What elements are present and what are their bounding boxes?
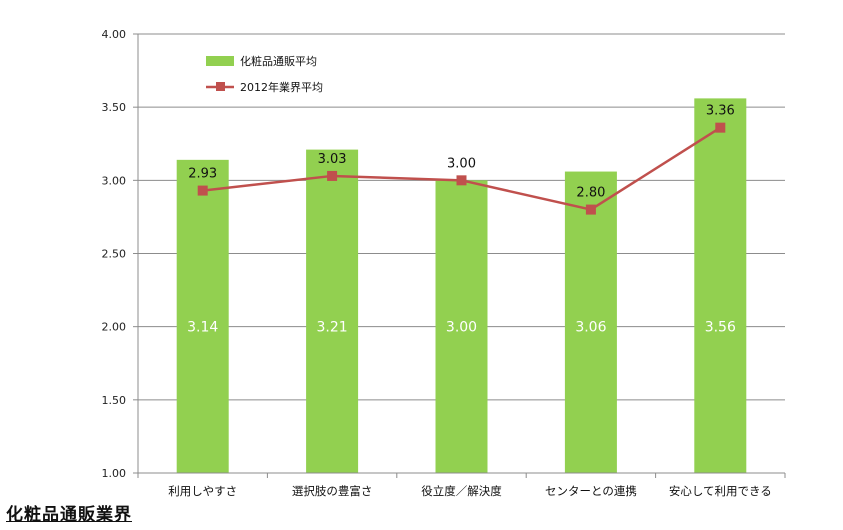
y-tick-label: 2.00 [102, 321, 127, 334]
bar-series: 3.14 3.21 3.00 3.06 3.56 [176, 98, 747, 474]
legend-swatch-bar [206, 56, 234, 66]
bar [176, 159, 229, 473]
line-point [585, 204, 596, 215]
line-data-label: 2.93 [188, 167, 217, 182]
bar-data-label: 3.06 [575, 320, 606, 336]
line-point [327, 170, 338, 181]
line-point [715, 122, 726, 133]
line-data-label: 3.03 [318, 152, 347, 167]
line-series: 2.93 3.03 3.00 2.80 3.36 [188, 104, 735, 215]
y-tick-label: 3.00 [102, 174, 127, 187]
legend-label: 2012年業界平均 [240, 80, 323, 94]
legend-label: 化粧品通販平均 [240, 54, 317, 68]
line-data-label: 3.36 [706, 104, 735, 119]
legend-marker [216, 82, 225, 91]
section-caption: 化粧品通販業界 [6, 505, 132, 525]
x-category-label: 利用しやすさ [168, 484, 237, 498]
x-axis: 利用しやすさ 選択肢の豊富さ 役立度／解決度 センターとの連携 安心して利用できる [137, 472, 786, 498]
bar [694, 98, 747, 474]
bar-data-label: 3.21 [317, 320, 348, 336]
line-point [197, 185, 208, 196]
bar-data-label: 3.14 [187, 320, 218, 336]
y-tick-label: 2.50 [102, 248, 127, 261]
line-data-label: 3.00 [447, 156, 476, 171]
y-tick-label: 3.50 [102, 101, 127, 114]
x-category-label: センターとの連携 [545, 484, 637, 498]
bar [564, 171, 617, 473]
bar [306, 149, 359, 473]
chart: 1.00 1.50 2.00 2.50 3.00 3.50 4.00 3.14 3.21 3.0… [102, 28, 786, 498]
line-data-label: 2.80 [576, 186, 605, 201]
x-category-label: 役立度／解決度 [421, 484, 502, 498]
y-tick-label: 1.50 [102, 394, 127, 407]
y-tick-label: 4.00 [102, 28, 127, 41]
bar-data-label: 3.00 [446, 320, 477, 336]
y-axis: 1.00 1.50 2.00 2.50 3.00 3.50 4.00 [102, 28, 139, 480]
x-category-label: 安心して利用できる [669, 484, 772, 498]
bar-data-label: 3.56 [705, 320, 736, 336]
x-category-label: 選択肢の豊富さ [292, 484, 373, 498]
bar [435, 180, 488, 474]
line-point [456, 175, 467, 186]
legend: 化粧品通販平均 2012年業界平均 [206, 54, 323, 94]
y-tick-label: 1.00 [102, 467, 127, 480]
